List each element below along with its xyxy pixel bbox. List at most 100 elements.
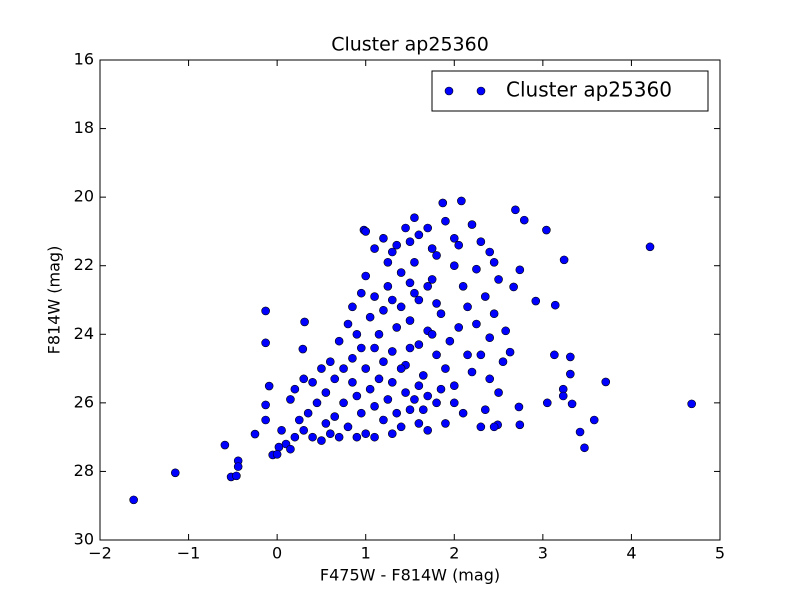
data-point	[567, 399, 577, 409]
data-point	[290, 432, 300, 442]
data-point	[489, 257, 499, 267]
data-point	[427, 244, 437, 253]
data-point	[379, 357, 388, 367]
data-point	[374, 329, 384, 339]
data-point	[432, 350, 441, 360]
y-tick-label: 22	[74, 255, 94, 274]
data-point	[449, 398, 459, 408]
data-point	[286, 444, 295, 454]
data-point	[356, 288, 366, 298]
legend-marker	[476, 86, 486, 96]
data-point	[423, 223, 433, 233]
x-tick-label: 0	[272, 544, 282, 563]
data-point	[515, 265, 525, 275]
data-point	[343, 422, 353, 432]
data-point	[601, 377, 611, 387]
data-point	[396, 364, 406, 373]
data-point	[580, 443, 589, 453]
data-point	[476, 237, 486, 247]
data-point	[519, 215, 529, 225]
data-point	[480, 292, 490, 301]
data-point	[414, 295, 424, 305]
y-tick-label: 26	[74, 392, 94, 411]
data-point	[330, 412, 340, 421]
data-point	[445, 336, 455, 346]
data-point	[457, 196, 466, 206]
data-point	[392, 408, 402, 418]
y-tick-label: 16	[74, 50, 94, 69]
data-point	[250, 429, 260, 439]
data-point	[489, 309, 499, 319]
data-point	[480, 405, 490, 415]
data-point	[379, 233, 388, 243]
data-point	[387, 429, 397, 439]
data-point	[472, 319, 481, 329]
data-point	[494, 275, 503, 284]
data-point	[566, 369, 575, 379]
data-point	[286, 395, 295, 404]
data-point	[261, 400, 270, 410]
data-point	[370, 292, 379, 301]
x-tick-label: −2	[88, 544, 112, 563]
data-point	[494, 388, 503, 397]
data-point	[550, 350, 559, 360]
data-point	[436, 384, 446, 394]
data-point	[418, 405, 428, 415]
x-tick-label: 1	[361, 544, 371, 563]
data-point	[379, 415, 388, 425]
data-point	[370, 343, 379, 353]
chart-title: Cluster ap25360	[331, 34, 489, 56]
data-point	[290, 384, 300, 394]
data-point	[401, 388, 410, 397]
data-point	[645, 242, 655, 252]
data-point	[414, 230, 424, 240]
x-tick-label: 5	[715, 544, 725, 563]
data-point	[356, 408, 366, 418]
data-point	[303, 408, 313, 418]
data-point	[343, 319, 353, 329]
data-point	[485, 333, 495, 343]
data-point	[427, 329, 437, 339]
y-tick-label: 24	[74, 324, 94, 343]
data-point	[589, 415, 599, 425]
data-point	[441, 364, 450, 373]
data-point	[566, 352, 575, 362]
data-point	[334, 336, 344, 346]
data-point	[436, 309, 446, 319]
data-point	[317, 436, 326, 445]
data-point	[401, 223, 410, 233]
data-point	[298, 344, 308, 354]
data-point	[485, 374, 495, 384]
data-point	[361, 429, 371, 439]
data-point	[441, 419, 450, 428]
data-point	[531, 296, 541, 306]
data-point	[300, 317, 309, 327]
data-point	[261, 306, 270, 316]
data-point	[352, 329, 362, 339]
data-point	[220, 440, 230, 450]
data-point	[261, 415, 270, 425]
data-point	[505, 347, 515, 357]
data-point	[387, 247, 397, 257]
data-point	[232, 471, 241, 481]
data-point	[396, 268, 406, 277]
data-point	[348, 353, 357, 363]
data-point	[129, 495, 138, 505]
data-point	[365, 384, 375, 394]
data-point	[410, 257, 419, 267]
data-point	[334, 432, 344, 442]
data-point	[348, 302, 357, 312]
y-tick-label: 30	[74, 530, 94, 549]
y-tick-label: 28	[74, 461, 94, 480]
data-point	[414, 381, 424, 391]
data-point	[356, 343, 366, 353]
data-point	[687, 399, 696, 409]
data-point	[233, 462, 243, 471]
data-point	[558, 391, 568, 401]
data-point	[463, 302, 472, 312]
data-point	[325, 357, 335, 367]
data-point	[432, 299, 441, 308]
data-point	[261, 338, 270, 348]
data-point	[325, 429, 335, 439]
data-point	[405, 405, 415, 415]
